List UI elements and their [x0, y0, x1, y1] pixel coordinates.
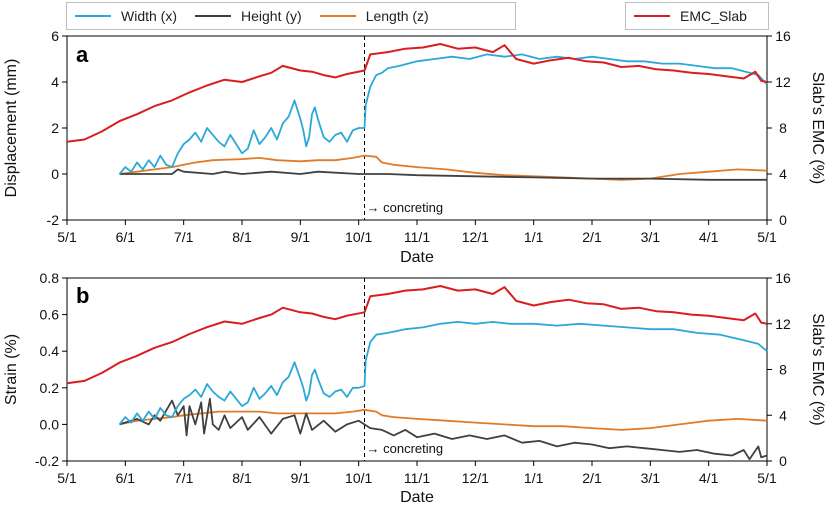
- x-tick-label: 3/1: [641, 470, 661, 486]
- x-tick-label: 2/1: [582, 470, 602, 486]
- y-tick-label: 0.2: [40, 380, 60, 396]
- y-tick-label: 0.4: [40, 343, 60, 359]
- x-tick-label: 2/1: [582, 229, 602, 245]
- x-tick-label: 4/1: [699, 229, 719, 245]
- x-tick-label: 11/1: [404, 470, 430, 486]
- legend-item-width: Width (x): [75, 8, 177, 24]
- y-tick-label: -2: [47, 212, 60, 228]
- x-tick-label: 5/1: [757, 229, 777, 245]
- y2-tick-label: 12: [775, 74, 791, 90]
- legend-item-length: Length (z): [319, 8, 429, 24]
- legend-swatch-height: [195, 15, 231, 17]
- legend-swatch-width: [75, 15, 111, 17]
- legend-emc: EMC_Slab: [625, 2, 769, 30]
- x-tick-label: 6/1: [116, 229, 136, 245]
- legend-item-emc: EMC_Slab: [634, 8, 747, 24]
- y-tick-label: 2: [51, 120, 59, 136]
- panel-a: 5/1 6/1 7/1 8/1 9/1 10/1 11/1 12/1 1/1 2/1 3/1 4/1 5…: [3, 28, 826, 266]
- x-tick-label: 9/1: [291, 470, 311, 486]
- legend-label-length: Length (z): [365, 8, 429, 24]
- y2-tick-label: 16: [775, 28, 791, 44]
- y-tick-label: 0.6: [40, 307, 60, 323]
- legend-swatch-emc: [634, 15, 670, 17]
- y2-axis-label: Slab's EMC (%): [809, 313, 826, 425]
- x-axis-label: Date: [400, 489, 434, 506]
- y-tick-label: 6: [51, 28, 59, 44]
- panel-label: a: [76, 42, 89, 67]
- y-axis-label: Displacement (mm): [3, 59, 20, 198]
- x-tick-label: 7/1: [174, 470, 194, 486]
- x-tick-label: 4/1: [699, 470, 719, 486]
- x-tick-label: 8/1: [232, 470, 252, 486]
- x-tick-label: 5/1: [57, 470, 77, 486]
- series-line-emc: [66, 285, 768, 385]
- x-tick-label: 3/1: [641, 229, 661, 245]
- y2-tick-label: 8: [779, 362, 787, 378]
- y-tick-label: 0.8: [40, 270, 60, 286]
- y2-tick-label: 4: [779, 407, 787, 423]
- y2-axis-label: Slab's EMC (%): [809, 72, 826, 184]
- y2-tick-label: 0: [779, 453, 787, 469]
- y2-tick-label: 8: [779, 120, 787, 136]
- series-line-length: [119, 408, 768, 431]
- x-tick-label: 9/1: [291, 229, 311, 245]
- x-tick-label: 5/1: [757, 470, 777, 486]
- legend-label-width: Width (x): [121, 8, 177, 24]
- series-line-emc: [66, 43, 768, 143]
- concreting-annotation: → concreting: [367, 200, 444, 215]
- y-tick-label: 4: [51, 74, 59, 90]
- panel-b: 5/1 6/1 7/1 8/1 9/1 10/1 11/1 12/1 1/1 2/1 3/1 4/1 5…: [3, 270, 826, 506]
- y2-tick-label: 16: [775, 270, 791, 286]
- x-tick-label: 10/1: [345, 229, 372, 245]
- x-tick-label: 12/1: [462, 470, 489, 486]
- y2-tick-label: 0: [779, 212, 787, 228]
- y-axis-label: Strain (%): [3, 334, 20, 405]
- y-tick-label: 0.0: [40, 416, 60, 432]
- y2-tick-label: 12: [775, 316, 791, 332]
- y-tick-label: -0.2: [35, 453, 59, 469]
- x-tick-label: 7/1: [174, 229, 194, 245]
- x-tick-label: 12/1: [462, 229, 489, 245]
- concreting-annotation: → concreting: [367, 441, 444, 456]
- legend-label-height: Height (y): [241, 8, 302, 24]
- legend-main: Width (x) Height (y) Length (z): [66, 2, 516, 30]
- x-tick-label: 5/1: [57, 229, 77, 245]
- x-tick-label: 11/1: [404, 229, 430, 245]
- series-line-width: [118, 53, 768, 175]
- series-line-length: [119, 154, 768, 181]
- series-line-height: [119, 168, 767, 181]
- series-line-width: [118, 321, 768, 425]
- x-tick-label: 8/1: [232, 229, 252, 245]
- x-tick-label: 6/1: [116, 470, 136, 486]
- x-tick-label: 10/1: [345, 470, 372, 486]
- x-tick-label: 1/1: [524, 229, 544, 245]
- x-axis-label: Date: [400, 249, 434, 266]
- x-tick-label: 1/1: [524, 470, 544, 486]
- legend-item-height: Height (y): [195, 8, 302, 24]
- y-tick-label: 0: [51, 166, 59, 182]
- legend-label-emc: EMC_Slab: [680, 8, 747, 24]
- y2-tick-label: 4: [779, 166, 787, 182]
- legend-swatch-length: [319, 15, 356, 17]
- plot-frame: [66, 277, 768, 462]
- panel-label: b: [76, 283, 89, 308]
- series-line-height: [119, 397, 768, 461]
